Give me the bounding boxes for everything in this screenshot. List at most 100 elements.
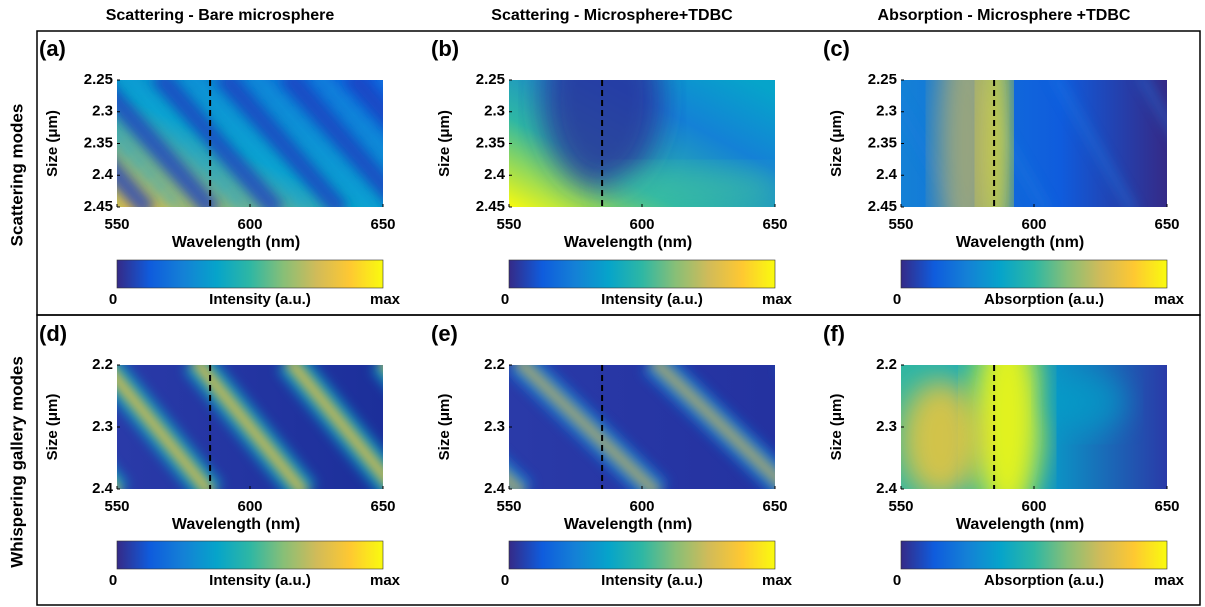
heatmap-blob — [605, 167, 775, 207]
x-tick-label: 600 — [1021, 498, 1046, 515]
heatmap-band — [515, 365, 660, 489]
heatmap-band — [117, 129, 185, 207]
row-label: Scattering modes — [7, 104, 26, 247]
heatmap-band — [192, 365, 308, 489]
colorbar-label: Intensity (a.u.) — [209, 572, 311, 589]
x-tick-label: 650 — [370, 498, 395, 515]
heatmap — [117, 80, 383, 207]
x-tick-label: 650 — [1154, 216, 1179, 233]
y-tick-label: 2.45 — [84, 198, 113, 215]
colorbar-min-label: 0 — [501, 291, 509, 308]
colorbar — [508, 259, 776, 289]
y-tick-label: 2.45 — [476, 198, 505, 215]
x-tick-label: 550 — [104, 498, 129, 515]
column-title: Scattering - Microsphere+TDBC — [491, 7, 733, 24]
heatmap-blob — [901, 379, 981, 489]
colorbar-label: Intensity (a.u.) — [601, 572, 703, 589]
colorbar — [900, 259, 1168, 289]
heatmap-band — [1052, 80, 1136, 207]
y-axis-label: Size (μm) — [436, 110, 453, 177]
heatmap-band — [286, 365, 383, 483]
y-tick-label: 2.3 — [484, 103, 505, 120]
panel-label: (b) — [431, 36, 459, 61]
heatmap-band — [186, 80, 314, 207]
heatmap-blob — [937, 80, 998, 207]
y-tick-label: 2.4 — [92, 166, 114, 183]
x-tick-label: 550 — [496, 216, 521, 233]
heatmap — [509, 365, 775, 489]
colorbar-max-label: max — [1154, 291, 1185, 308]
panel-label: (d) — [39, 321, 67, 346]
y-tick-label: 2.3 — [484, 418, 505, 435]
colorbar-min-label: 0 — [109, 291, 117, 308]
x-tick-label: 600 — [629, 498, 654, 515]
colorbar-min-label: 0 — [501, 572, 509, 589]
heatmap-band — [650, 365, 775, 484]
colorbar-min-label: 0 — [109, 572, 117, 589]
y-axis-label: Size (μm) — [44, 110, 61, 177]
heatmap-band — [214, 80, 350, 207]
x-axis-label: Wavelength (nm) — [956, 234, 1084, 251]
x-tick-label: 600 — [237, 498, 262, 515]
y-tick-label: 2.2 — [484, 356, 505, 373]
y-tick-label: 2.3 — [876, 418, 897, 435]
y-tick-label: 2.2 — [876, 356, 897, 373]
column-title: Absorption - Microsphere +TDBC — [878, 7, 1131, 24]
x-tick-label: 650 — [370, 216, 395, 233]
row-frame — [36, 314, 1201, 606]
y-tick-label: 2.3 — [876, 103, 897, 120]
heatmap-band — [279, 80, 383, 200]
colorbar-max-label: max — [762, 291, 793, 308]
heatmap-band — [122, 80, 250, 207]
x-tick-label: 550 — [888, 498, 913, 515]
y-axis-label: Size (μm) — [828, 394, 845, 461]
colorbar-label: Absorption (a.u.) — [984, 572, 1104, 589]
y-tick-label: 2.2 — [92, 356, 113, 373]
colorbar-max-label: max — [1154, 572, 1185, 589]
colorbar-min-label: 0 — [893, 291, 901, 308]
panel-label: (e) — [431, 321, 458, 346]
y-tick-label: 2.4 — [484, 480, 506, 497]
colorbar — [116, 259, 384, 289]
colorbar-label: Intensity (a.u.) — [209, 291, 311, 308]
y-axis-label: Size (μm) — [44, 394, 61, 461]
heatmap — [901, 80, 1167, 207]
heatmap-blob — [972, 365, 1043, 489]
heatmap-band — [150, 80, 286, 207]
x-axis-label: Wavelength (nm) — [564, 234, 692, 251]
y-tick-label: 2.45 — [868, 198, 897, 215]
y-tick-label: 2.35 — [476, 134, 505, 151]
y-tick-label: 2.4 — [484, 166, 506, 183]
heatmap-band — [1138, 80, 1167, 129]
row-label: Whispering gallery modes — [7, 356, 26, 568]
x-tick-label: 650 — [1154, 498, 1179, 515]
heatmap — [117, 365, 383, 489]
heatmap — [901, 365, 1167, 489]
panel-label: (a) — [39, 36, 66, 61]
colorbar-min-label: 0 — [893, 572, 901, 589]
heatmap-band — [343, 80, 383, 127]
x-axis-label: Wavelength (nm) — [172, 516, 300, 533]
y-tick-label: 2.4 — [92, 480, 114, 497]
y-tick-label: 2.4 — [876, 480, 898, 497]
heatmap-band — [250, 80, 378, 207]
y-tick-label: 2.25 — [84, 71, 113, 88]
colorbar-max-label: max — [370, 291, 401, 308]
colorbar-max-label: max — [370, 572, 401, 589]
x-axis-label: Wavelength (nm) — [172, 234, 300, 251]
panel-label: (c) — [823, 36, 850, 61]
y-tick-label: 2.25 — [868, 71, 897, 88]
colorbar-max-label: max — [762, 572, 793, 589]
y-tick-label: 2.4 — [876, 166, 898, 183]
colorbar — [508, 540, 776, 570]
x-tick-label: 550 — [104, 216, 129, 233]
heatmap-band — [117, 371, 214, 489]
column-title: Scattering - Bare microsphere — [106, 7, 335, 24]
panel-label: (f) — [823, 321, 845, 346]
colorbar — [900, 540, 1168, 570]
x-axis-label: Wavelength (nm) — [564, 516, 692, 533]
y-axis-label: Size (μm) — [436, 394, 453, 461]
heatmap — [509, 80, 775, 207]
